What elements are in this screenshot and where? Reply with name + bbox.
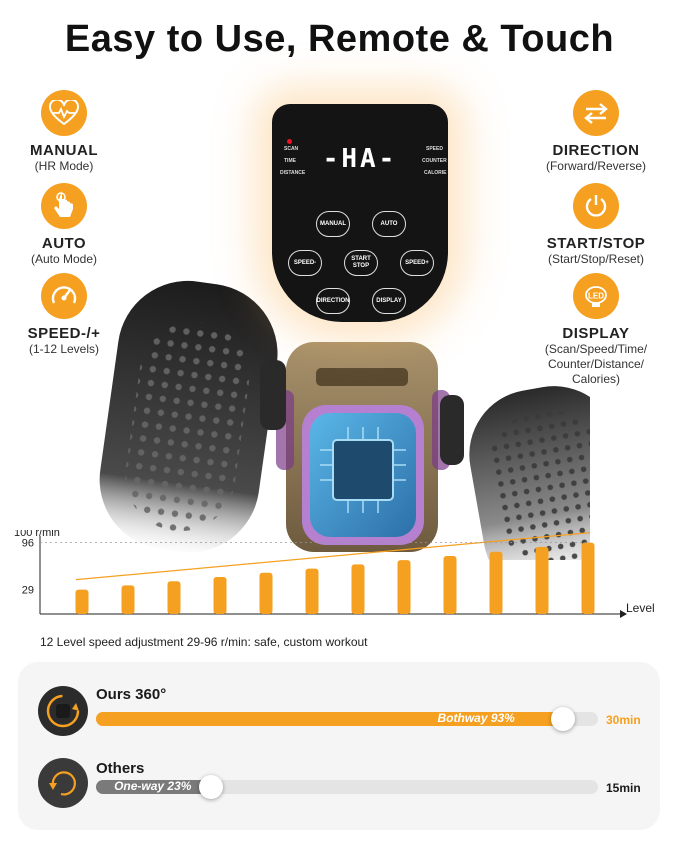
comparison-knob xyxy=(550,707,575,731)
speed-minus-button[interactable]: SPEED- xyxy=(288,250,322,276)
speedometer-icon xyxy=(41,273,87,319)
one-way-icon xyxy=(38,758,88,808)
feature-title: DISPLAY xyxy=(562,325,630,342)
x-tick-label: 7 xyxy=(355,619,361,620)
feature-speed: SPEED-/+ (1-12 Levels) xyxy=(4,273,124,357)
panel-label: SPEED xyxy=(426,146,443,152)
chart-caption: 12 Level speed adjustment 29-96 r/min: s… xyxy=(40,635,368,649)
y-tick-label: 96 xyxy=(22,538,34,550)
x-tick-label: 10 xyxy=(490,619,502,620)
chart-bar xyxy=(489,551,503,614)
svg-text:LED: LED xyxy=(588,292,604,301)
direction-button[interactable]: DIRECTION xyxy=(316,288,350,314)
led-bulb-icon: LED xyxy=(573,273,619,319)
chart-bar xyxy=(397,560,411,614)
comparison-bar-label: Bothway 93% xyxy=(437,711,515,725)
feature-display: LED DISPLAY (Scan/Speed/Time/ Counter/Di… xyxy=(536,273,656,387)
start-stop-button[interactable]: START STOP xyxy=(344,250,378,276)
scan-indicator xyxy=(287,139,292,144)
feature-sub: (1-12 Levels) xyxy=(28,342,100,356)
panel-label: COUNTER xyxy=(422,158,447,164)
comparison-minutes: 15min xyxy=(606,781,641,795)
chart-bar xyxy=(535,546,549,614)
x-tick-label: 12 xyxy=(582,619,594,620)
chart-bar xyxy=(351,564,365,614)
panel-label: SCAN xyxy=(284,146,299,152)
x-axis-label: Level xyxy=(626,601,655,615)
chart-bar xyxy=(259,572,273,614)
feature-auto: AUTO (Auto Mode) xyxy=(4,183,124,267)
feature-sub: (HR Mode) xyxy=(34,159,94,173)
chart-bar xyxy=(75,589,89,614)
auto-button[interactable]: AUTO xyxy=(372,211,406,237)
panel-label: DISTANCE xyxy=(280,170,306,176)
comparison-minutes: 30min xyxy=(606,713,641,727)
chart-bar xyxy=(213,577,227,614)
feature-start-stop: START/STOP (Start/Stop/Reset) xyxy=(536,183,656,267)
feature-title: START/STOP xyxy=(546,235,646,252)
panel-label: CALORIE xyxy=(424,170,447,176)
x-tick-label: 2 xyxy=(125,619,131,620)
x-tick-label: 8 xyxy=(401,619,407,620)
feature-sub: (Start/Stop/Reset) xyxy=(547,252,645,266)
heart-rate-icon xyxy=(41,90,87,136)
manual-button[interactable]: MANUAL xyxy=(316,211,350,237)
chart-bar xyxy=(443,555,457,614)
led-display: -HA- xyxy=(322,144,398,174)
feature-title: DIRECTION xyxy=(552,142,640,159)
x-tick-label: 9 xyxy=(447,619,453,620)
trend-line xyxy=(75,532,591,581)
comparison-track: Bothway 93% xyxy=(96,707,598,731)
x-tick-label: 4 xyxy=(217,619,223,620)
x-tick-label: 11 xyxy=(536,619,547,620)
feature-sub: (Auto Mode) xyxy=(30,252,98,266)
chart-bar xyxy=(581,542,595,614)
feature-direction: DIRECTION (Forward/Reverse) xyxy=(536,90,656,174)
x-tick-label: 1 xyxy=(79,619,85,620)
headline: Easy to Use, Remote & Touch xyxy=(64,18,615,60)
feature-title: SPEED-/+ xyxy=(27,325,101,342)
comparison-name: Others xyxy=(96,760,145,777)
control-panel: SCAN TIME DISTANCE SPEED COUNTER CALORIE… xyxy=(272,104,448,322)
y-tick-label: 29 xyxy=(22,585,34,597)
comparison-name: Ours 360° xyxy=(96,686,167,703)
chart-bar xyxy=(305,568,319,614)
comparison-knob xyxy=(199,775,224,799)
stepper-device-image xyxy=(99,280,590,560)
feature-title: AUTO xyxy=(41,235,87,252)
speed-plus-button[interactable]: SPEED+ xyxy=(400,250,434,276)
x-axis-arrow xyxy=(620,610,627,618)
comparison-card: Ours 360° Bothway 93% 30min Others One-w… xyxy=(18,662,660,830)
x-tick-label: 6 xyxy=(309,619,315,620)
feature-sub: (Forward/Reverse) xyxy=(545,159,647,173)
feature-sub: (Scan/Speed/Time/ Counter/Distance/ Calo… xyxy=(544,342,648,386)
comparison-track: One-way 23% xyxy=(96,775,598,799)
panel-label: TIME xyxy=(284,158,296,164)
power-icon xyxy=(573,183,619,229)
y-tick-label: 100 r/min xyxy=(14,530,60,539)
display-button[interactable]: DISPLAY xyxy=(372,288,406,314)
chart-bar xyxy=(121,585,135,614)
x-tick-label: 5 xyxy=(263,619,269,620)
feature-manual: MANUAL (HR Mode) xyxy=(4,90,124,174)
feature-title: MANUAL xyxy=(30,142,98,159)
comparison-fill: One-way 23% xyxy=(96,779,212,794)
chart-bar xyxy=(167,581,181,614)
comparison-bar-label: One-way 23% xyxy=(114,779,192,793)
arrows-swap-icon xyxy=(573,90,619,136)
stepper-360-icon xyxy=(38,686,88,736)
touch-hand-icon xyxy=(41,183,87,229)
x-tick-label: 3 xyxy=(171,619,177,620)
comparison-fill: Bothway 93% xyxy=(96,711,563,726)
